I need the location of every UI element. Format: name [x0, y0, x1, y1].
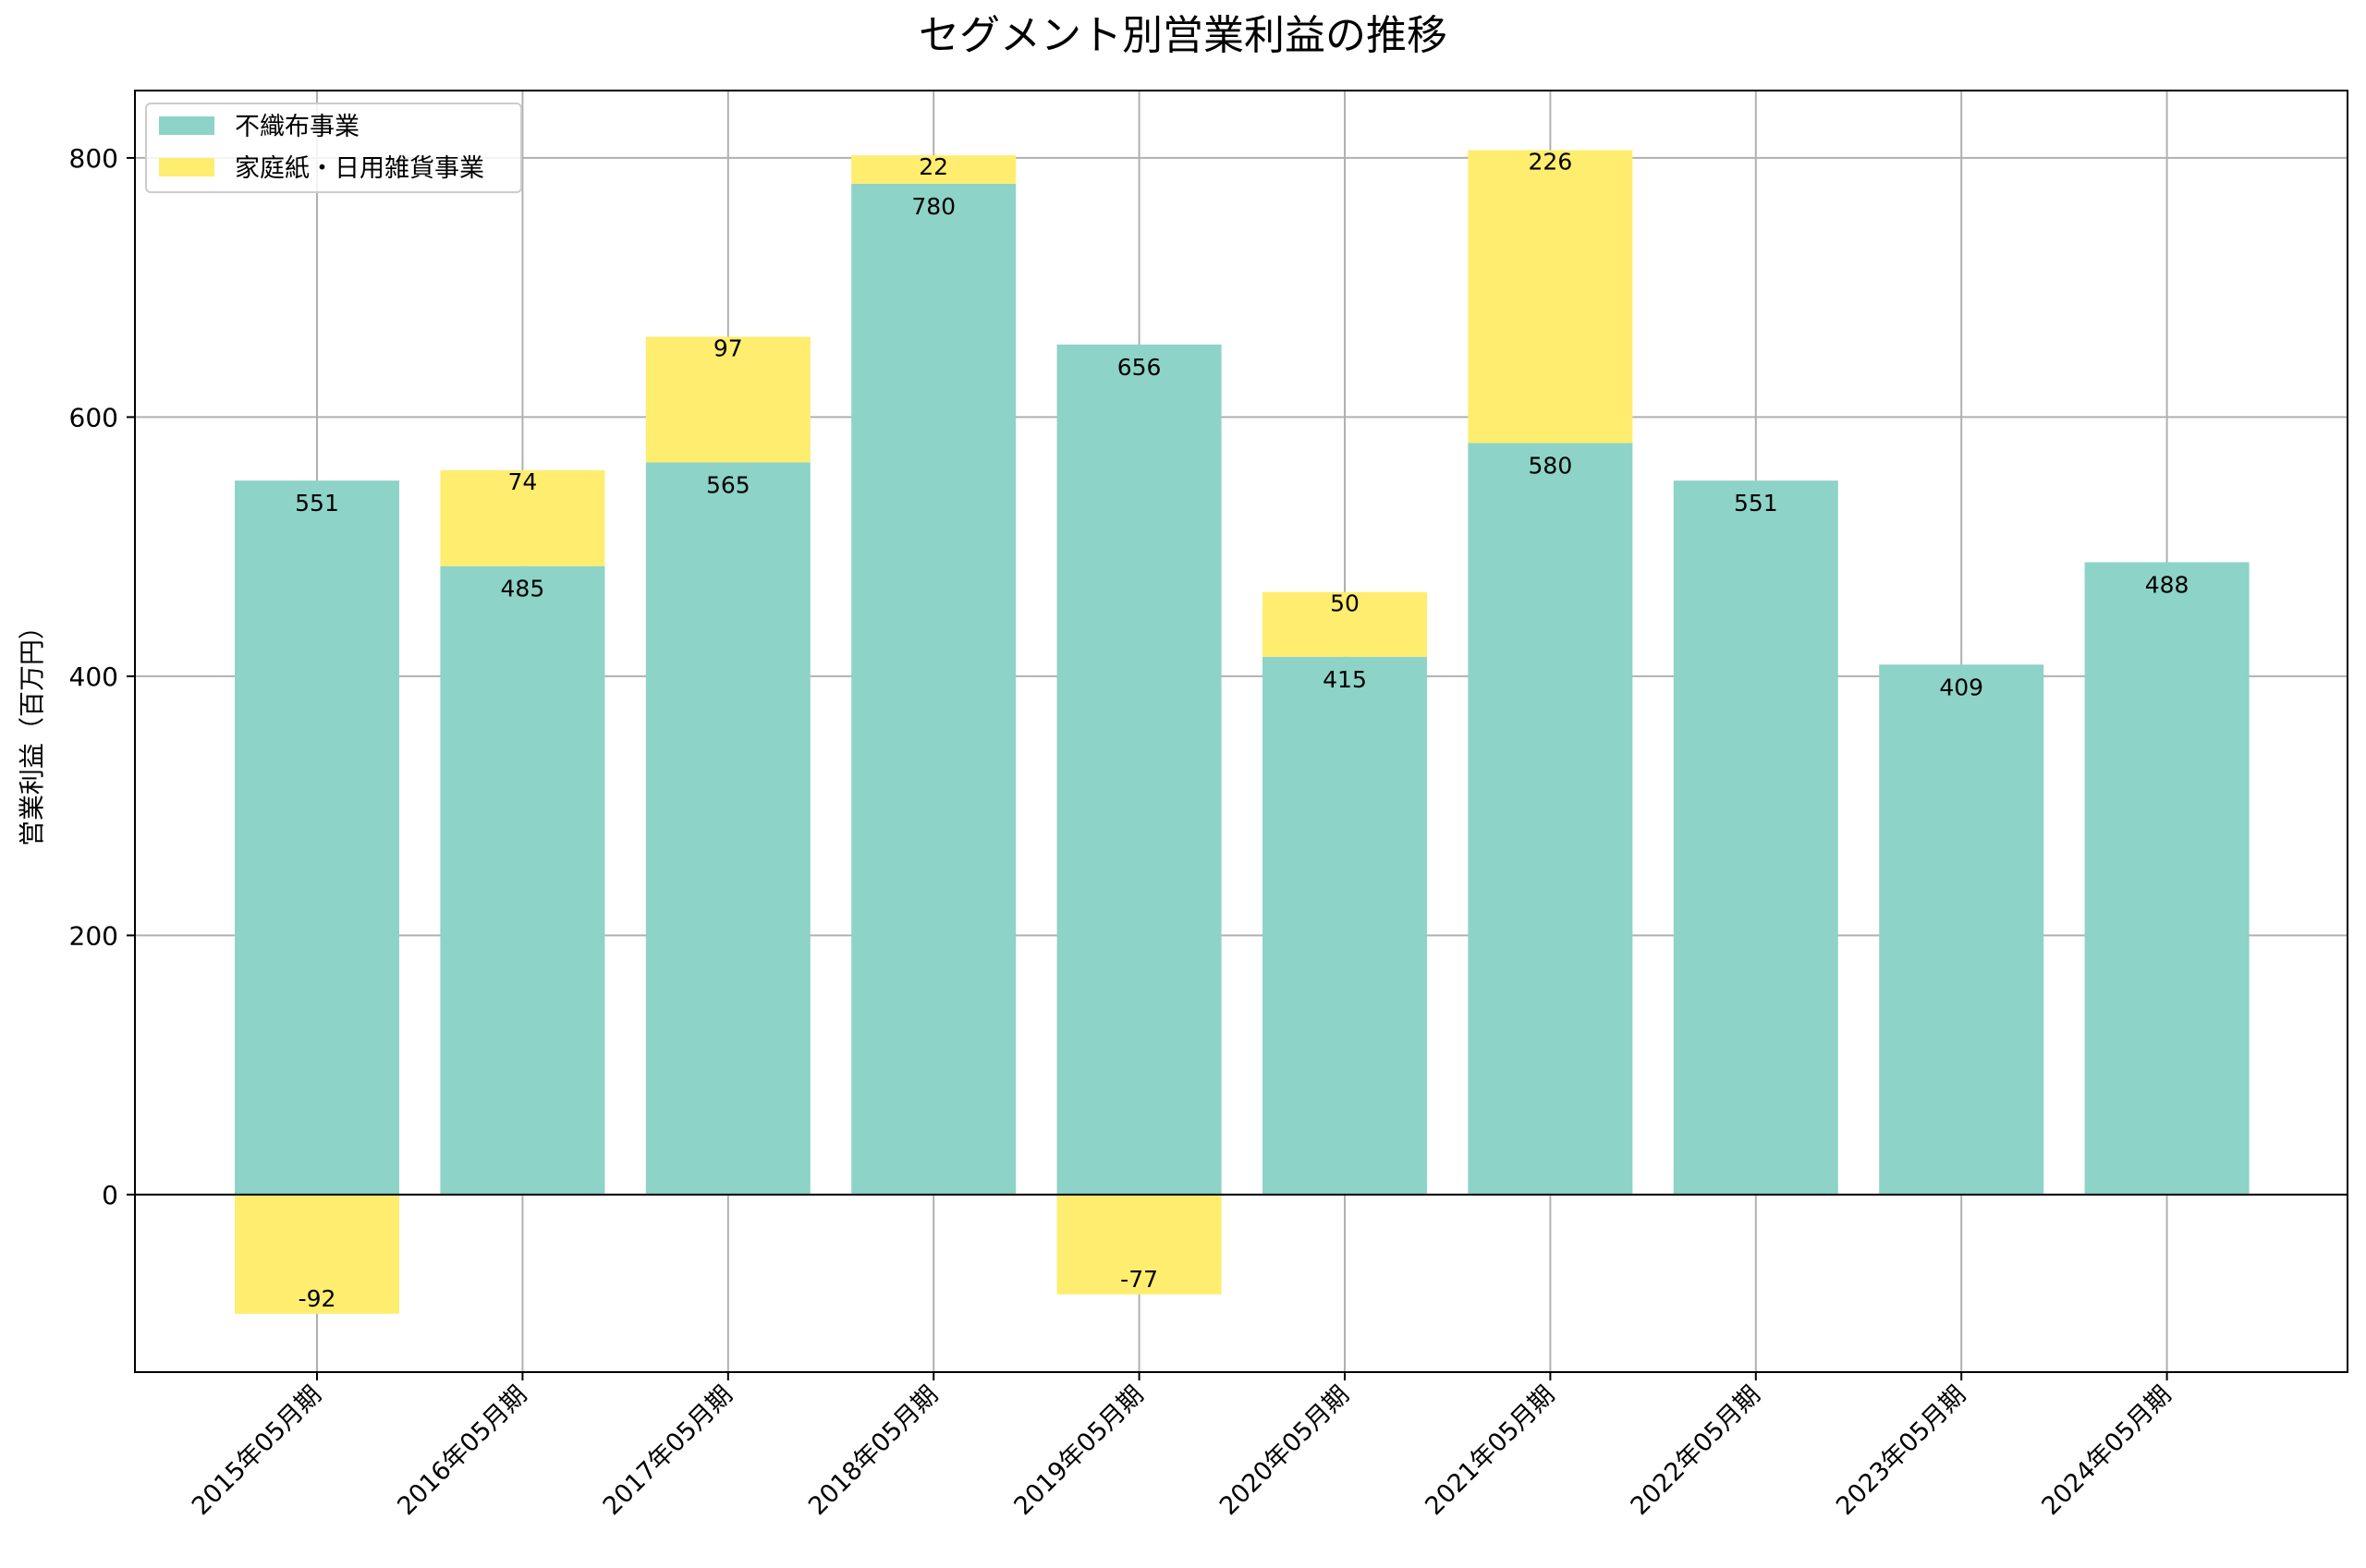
- y-tick-label: 800: [69, 143, 118, 174]
- value-label-household: -92: [299, 1285, 336, 1312]
- bar-nonwoven: [1056, 344, 1222, 1195]
- y-axis-label: 営業利益（百万円）: [17, 614, 47, 846]
- x-tick-label: 2018年05月期: [803, 1380, 944, 1521]
- value-label-household: 22: [919, 153, 948, 180]
- value-label-nonwoven: 485: [501, 576, 545, 602]
- value-label-nonwoven: 565: [706, 471, 750, 498]
- bar-household: [851, 155, 1017, 184]
- x-tick-label: 2019年05月期: [1008, 1380, 1149, 1521]
- bar-household: [645, 336, 811, 463]
- chart-title: セグメント別営業利益の推移: [919, 12, 1447, 59]
- bar-nonwoven: [1673, 480, 1838, 1195]
- data-labels: 551 -92 485 74 565 97 780 22 656 -77 415 50 580 226 55…: [295, 149, 2189, 1312]
- bar-household: [440, 469, 605, 566]
- y-tick-label: 600: [69, 402, 118, 432]
- y-tick-label: 0: [102, 1180, 118, 1210]
- value-label-nonwoven: 656: [1117, 354, 1162, 381]
- bar-nonwoven: [440, 565, 605, 1195]
- bar-household: [1262, 591, 1427, 657]
- value-label-nonwoven: 551: [1734, 490, 1778, 517]
- legend-label-household: 家庭紙・日用雑貨事業: [235, 154, 484, 183]
- plot-frame: [134, 90, 2348, 1373]
- legend-box: [145, 103, 522, 193]
- value-label-nonwoven: 580: [1529, 452, 1573, 479]
- bar-nonwoven: [235, 480, 399, 1195]
- y-tick-label: 200: [69, 920, 118, 951]
- value-label-nonwoven: 415: [1323, 666, 1367, 693]
- x-tick-label: 2023年05月期: [1831, 1380, 1971, 1521]
- value-label-household: -77: [1120, 1266, 1158, 1293]
- bar-nonwoven: [1468, 443, 1633, 1195]
- bar-household: [1056, 1194, 1222, 1295]
- legend-label-nonwoven: 不織布事業: [235, 113, 360, 141]
- x-tick-label: 2017年05月期: [598, 1380, 738, 1521]
- legend-swatch-nonwoven: [159, 116, 214, 135]
- bar-nonwoven: [1262, 656, 1427, 1195]
- legend-swatch-household: [159, 158, 214, 176]
- y-axis: 0 200 400 600 800: [69, 143, 135, 1210]
- y-tick-label: 400: [69, 662, 118, 692]
- x-tick-label: 2015年05月期: [187, 1380, 327, 1521]
- x-tick-label: 2024年05月期: [2036, 1380, 2177, 1521]
- value-label-nonwoven: 488: [2145, 571, 2189, 598]
- x-tick-label: 2022年05月期: [1626, 1380, 1766, 1521]
- bars: [235, 150, 2250, 1314]
- value-label-household: 50: [1330, 590, 1360, 617]
- bar-nonwoven: [851, 183, 1017, 1195]
- value-label-nonwoven: 409: [1939, 674, 1983, 700]
- x-tick-label: 2021年05月期: [1420, 1380, 1560, 1521]
- value-label-household: 97: [713, 334, 743, 361]
- legend: 不織布事業 家庭紙・日用雑貨事業: [145, 103, 522, 193]
- bar-nonwoven: [645, 462, 811, 1195]
- value-label-household: 74: [507, 468, 537, 495]
- bar-household: [235, 1194, 399, 1314]
- x-tick-label: 2020年05月期: [1214, 1380, 1355, 1521]
- value-label-nonwoven: 780: [911, 193, 956, 220]
- bar-nonwoven: [2084, 562, 2250, 1195]
- x-axis: 2015年05月期 2016年05月期 2017年05月期 2018年05月期 2019…: [187, 1372, 2177, 1521]
- bar-nonwoven: [1879, 664, 2044, 1195]
- bar-household: [1468, 150, 1633, 444]
- value-label-household: 226: [1529, 149, 1573, 176]
- x-tick-label: 2016年05月期: [392, 1380, 532, 1521]
- value-label-nonwoven: 551: [295, 490, 339, 517]
